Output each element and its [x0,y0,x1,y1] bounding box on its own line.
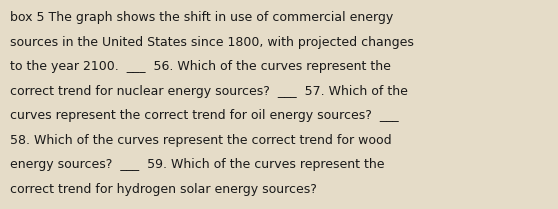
Text: box 5 The graph shows the shift in use of commercial energy: box 5 The graph shows the shift in use o… [10,11,393,24]
Text: correct trend for nuclear energy sources?  ___  57. Which of the: correct trend for nuclear energy sources… [10,85,408,98]
Text: energy sources?  ___  59. Which of the curves represent the: energy sources? ___ 59. Which of the cur… [10,158,384,171]
Text: sources in the United States since 1800, with projected changes: sources in the United States since 1800,… [10,36,414,49]
Text: to the year 2100.  ___  56. Which of the curves represent the: to the year 2100. ___ 56. Which of the c… [10,60,391,73]
Text: 58. Which of the curves represent the correct trend for wood: 58. Which of the curves represent the co… [10,134,392,147]
Text: correct trend for hydrogen solar energy sources?: correct trend for hydrogen solar energy … [10,183,317,196]
Text: curves represent the correct trend for oil energy sources?  ___: curves represent the correct trend for o… [10,109,398,122]
